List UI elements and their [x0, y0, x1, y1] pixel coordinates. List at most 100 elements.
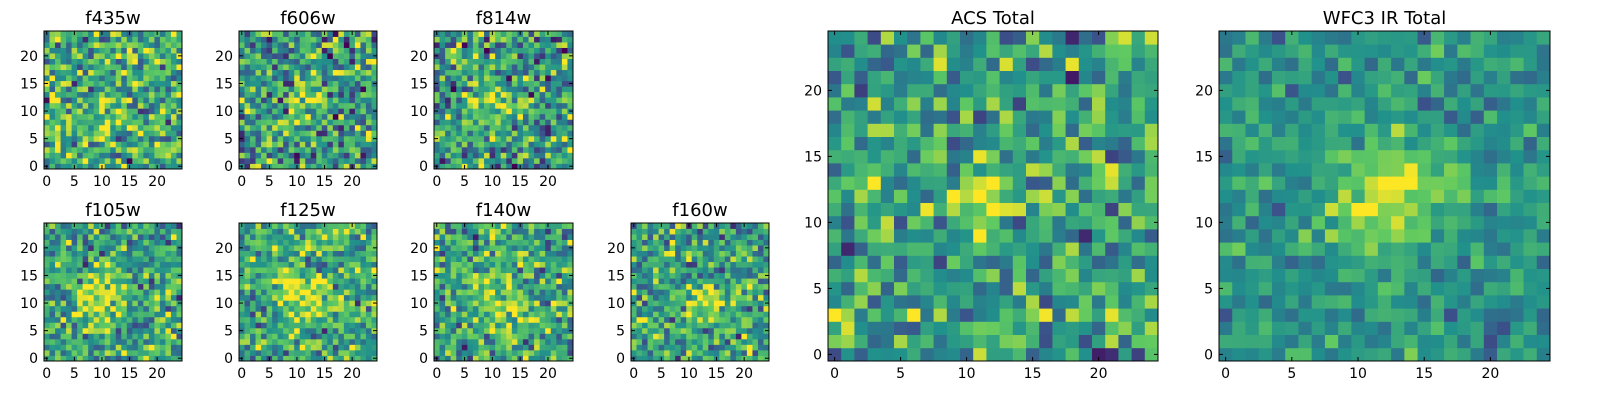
heatmap-cell — [354, 338, 361, 345]
heatmap-cell — [371, 261, 378, 268]
heatmap-cell — [88, 42, 95, 48]
heatmap-cell — [272, 31, 279, 37]
heatmap-cell — [294, 146, 301, 153]
heatmap-cell — [261, 316, 267, 323]
heatmap-cell — [999, 321, 1014, 335]
heatmap-cell — [255, 283, 262, 290]
heatmap-cell — [360, 163, 367, 170]
heatmap-cell — [148, 124, 155, 131]
heatmap-cell — [77, 58, 84, 65]
heatmap-cell — [66, 272, 72, 279]
heatmap-cell — [115, 283, 122, 290]
heatmap-cell — [132, 157, 139, 164]
heatmap-cell — [567, 283, 574, 290]
heatmap-cell — [960, 176, 974, 190]
heatmap-cell — [484, 228, 490, 235]
panel-title: f435w — [85, 8, 140, 29]
heatmap-cell — [741, 250, 748, 257]
heatmap-cell — [266, 278, 273, 285]
heatmap-cell — [244, 223, 251, 229]
heatmap-cell — [354, 256, 361, 263]
heatmap-cell — [506, 327, 513, 334]
heatmap-cell — [115, 267, 122, 274]
heatmap-cell — [439, 75, 446, 82]
heatmap-cell — [713, 294, 720, 301]
heatmap-cell — [757, 261, 764, 268]
heatmap-cell — [327, 157, 334, 164]
heatmap-cell — [653, 305, 659, 312]
heatmap-cell — [719, 245, 726, 251]
heatmap-cell — [316, 80, 323, 87]
heatmap-cell — [159, 316, 166, 323]
heatmap-cell — [719, 322, 726, 329]
heatmap-cell — [752, 228, 759, 235]
heatmap-cell — [338, 355, 345, 362]
heatmap-cell — [636, 223, 643, 229]
heatmap-cell — [365, 135, 372, 142]
heatmap-cell — [735, 344, 742, 351]
heatmap-cell — [338, 272, 345, 279]
heatmap-cell — [121, 31, 128, 37]
heatmap-cell — [746, 355, 753, 362]
heatmap-cell — [154, 250, 161, 257]
heatmap-cell — [165, 311, 172, 318]
heatmap-cell — [752, 333, 759, 340]
heatmap-cell — [261, 349, 267, 356]
heatmap-cell — [60, 42, 67, 48]
heatmap-cell — [99, 256, 106, 263]
heatmap-cell — [757, 272, 764, 279]
heatmap-cell — [517, 344, 524, 351]
heatmap-cell — [746, 239, 753, 246]
heatmap-cell — [343, 108, 350, 115]
heatmap-cell — [675, 223, 682, 229]
heatmap-cell — [299, 272, 306, 279]
heatmap-cell — [495, 355, 502, 362]
heatmap-cell — [343, 316, 350, 323]
heatmap-cell — [121, 267, 128, 274]
heatmap-cell — [484, 272, 490, 279]
heatmap-cell — [647, 278, 654, 285]
heatmap-cell — [250, 355, 256, 362]
heatmap-cell — [517, 119, 524, 126]
heatmap-cell — [757, 300, 764, 307]
heatmap-cell — [484, 234, 490, 240]
heatmap-cell — [338, 102, 345, 109]
heatmap-cell — [266, 42, 273, 48]
heatmap-cell — [757, 234, 764, 240]
heatmap-cell — [288, 157, 295, 164]
heatmap-cell — [550, 234, 557, 240]
heatmap-cell — [653, 245, 659, 251]
heatmap-cell — [299, 75, 306, 82]
heatmap-cell — [250, 283, 256, 290]
heatmap-cell — [82, 152, 89, 159]
heatmap-cell — [321, 69, 328, 76]
y-tick-label: 20 — [410, 49, 428, 65]
heatmap-cell — [354, 80, 361, 87]
heatmap-cell — [332, 239, 339, 246]
heatmap-cell — [250, 58, 256, 65]
heatmap-cell — [332, 294, 339, 301]
heatmap-cell — [539, 349, 546, 356]
heatmap-cell — [277, 228, 284, 235]
heatmap-cell — [365, 113, 372, 120]
heatmap-cell — [511, 53, 518, 59]
heatmap-cell — [132, 113, 139, 120]
heatmap-cell — [461, 278, 468, 285]
heatmap-cell — [60, 333, 67, 340]
heatmap-cell — [294, 250, 301, 257]
heatmap-cell — [137, 108, 144, 115]
heatmap-cell — [642, 355, 648, 362]
heatmap-cell — [154, 311, 161, 318]
heatmap-cell — [343, 333, 350, 340]
heatmap-cell — [550, 256, 557, 263]
heatmap-cell — [321, 58, 328, 65]
heatmap-cell — [434, 256, 440, 263]
y-tick-label: 10 — [215, 296, 233, 312]
heatmap-cell — [365, 355, 372, 362]
heatmap-cell — [99, 327, 106, 334]
heatmap-cell — [316, 135, 323, 142]
heatmap-cell — [55, 355, 61, 362]
heatmap-cell — [272, 234, 279, 240]
heatmap-cell — [556, 333, 563, 340]
heatmap-cell — [121, 130, 128, 137]
